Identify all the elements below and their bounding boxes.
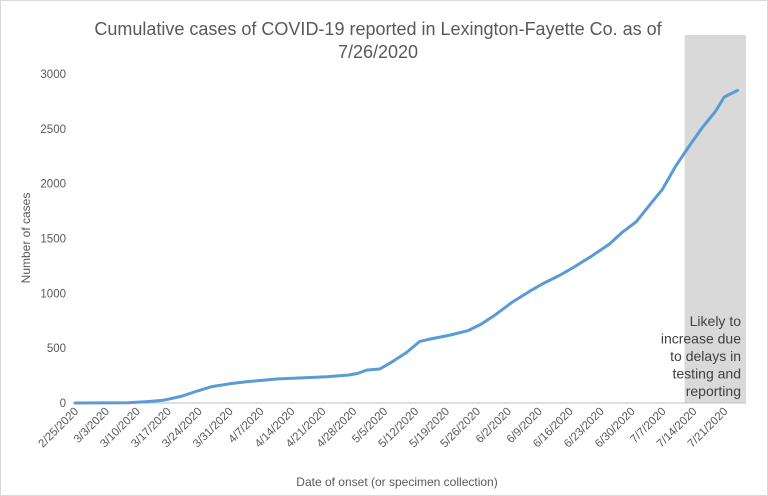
- annotation-line: testing and: [673, 366, 742, 382]
- y-tick-label: 2500: [40, 124, 66, 136]
- y-tick-label: 2000: [40, 179, 66, 191]
- annotation-line: increase due: [661, 331, 741, 347]
- y-tick-label: 1000: [40, 288, 66, 300]
- y-tick-label: 0: [60, 398, 66, 410]
- annotation-line: reporting: [686, 383, 741, 399]
- shaded-region: [684, 35, 746, 403]
- y-axis-label: Number of cases: [19, 193, 33, 284]
- series-line-cumulative-cases: [73, 88, 740, 405]
- x-tick-label: 2/25/2020: [36, 406, 81, 451]
- x-axis-label: Date of onset (or specimen collection): [296, 475, 497, 489]
- chart-title-line: Cumulative cases of COVID-19 reported in…: [94, 19, 662, 39]
- y-tick-label: 500: [47, 343, 66, 355]
- chart-title-line: 7/26/2020: [338, 42, 418, 62]
- y-tick-label: 1500: [40, 234, 66, 246]
- y-tick-label: 3000: [40, 69, 66, 81]
- annotation-line: Likely to: [690, 313, 742, 329]
- annotation-line: to delays in: [670, 348, 741, 364]
